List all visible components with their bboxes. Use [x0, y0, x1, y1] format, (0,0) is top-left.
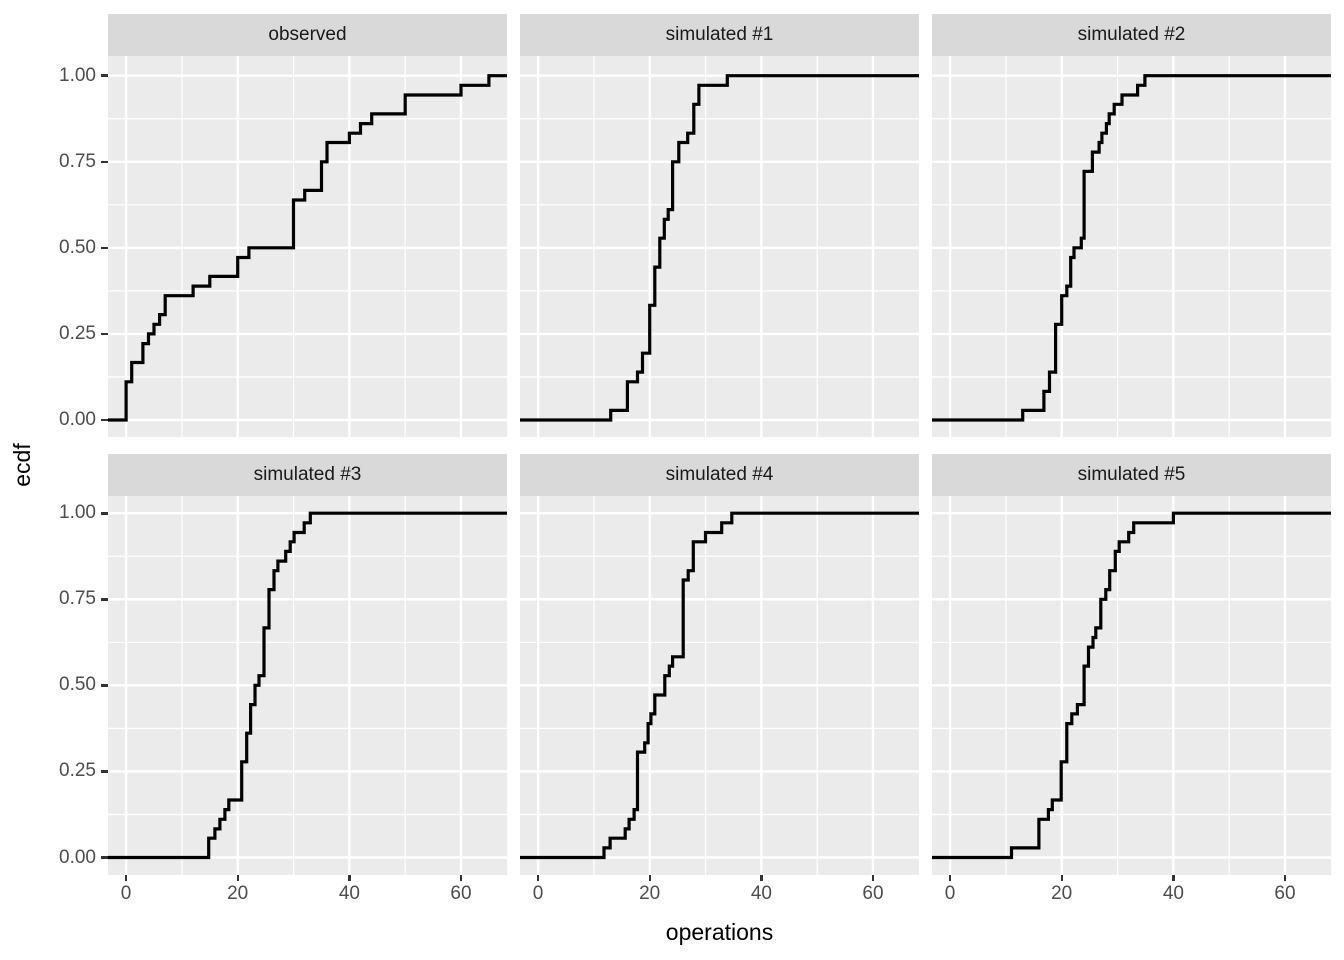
x-tick-mark: [648, 875, 651, 881]
y-tick-label: 0.25: [59, 760, 96, 782]
y-tick-label: 0.25: [59, 322, 96, 344]
y-tick-mark: [101, 512, 108, 515]
facet-panel: [108, 56, 507, 437]
x-tick-label: 60: [862, 883, 884, 904]
ecdf-plot-area: [108, 56, 507, 437]
x-tick-label: 40: [750, 883, 772, 904]
x-tick-label: 0: [120, 883, 132, 904]
y-tick-mark: [101, 160, 108, 163]
y-tick-label: 0.75: [59, 150, 96, 172]
x-tick-mark: [948, 875, 952, 881]
y-tick-label: 0.50: [59, 674, 96, 696]
ecdf-step-line: [108, 74, 507, 422]
x-tick-mark: [1283, 875, 1287, 881]
x-tick-mark: [760, 875, 763, 881]
y-tick-mark: [101, 684, 108, 687]
x-tick-label: 40: [338, 883, 360, 904]
y-tick-mark: [101, 332, 108, 336]
facet-title: simulated #5: [1077, 464, 1186, 485]
facet-strip: simulated #5: [932, 454, 1331, 496]
x-tick-label: 20: [227, 883, 249, 904]
facet-panel: [932, 496, 1331, 875]
y-tick-mark: [101, 74, 108, 77]
y-tick-label: 1.00: [59, 64, 96, 86]
ecdf-step-line: [932, 511, 1331, 860]
y-tick-label: 0.75: [59, 588, 96, 610]
x-tick-label: 20: [1051, 883, 1073, 904]
y-axis-title: ecdf: [9, 443, 35, 487]
x-axis-title: operations: [665, 919, 774, 945]
y-tick-label: 1.00: [59, 502, 96, 524]
y-tick-mark: [101, 770, 108, 773]
x-tick-mark: [536, 875, 540, 881]
x-tick-mark: [236, 875, 239, 881]
ecdf-step-line: [520, 74, 919, 422]
x-tick-mark: [1172, 875, 1175, 881]
y-tick-mark: [101, 246, 108, 250]
x-tick-label: 20: [639, 883, 661, 904]
y-tick-label: 0.00: [59, 409, 96, 430]
x-tick-label: 60: [1274, 883, 1296, 904]
x-tick-label: 0: [532, 883, 544, 904]
ecdf-plot-area: [520, 496, 919, 875]
x-tick-mark: [124, 875, 128, 881]
facet-panel: [932, 56, 1331, 437]
x-tick-label: 0: [944, 883, 956, 904]
x-tick-mark: [1060, 875, 1063, 881]
facet-panel: [520, 496, 919, 875]
y-tick-mark: [101, 856, 108, 859]
facet-panel: [520, 56, 919, 437]
ecdf-plot-area: [932, 496, 1331, 875]
facet-panel: [108, 496, 507, 875]
y-tick-label: 0.50: [59, 236, 96, 258]
facet-strip: simulated #3: [108, 454, 507, 496]
facet-title: observed: [268, 24, 347, 45]
facet-title: simulated #4: [665, 464, 774, 485]
x-tick-mark: [348, 875, 351, 881]
facet-title: simulated #1: [665, 24, 774, 45]
x-tick-mark: [459, 875, 463, 881]
facet-strip: observed: [108, 14, 507, 56]
facet-title: simulated #3: [253, 464, 362, 485]
facet-title: simulated #2: [1077, 24, 1186, 45]
ecdf-step-line: [520, 511, 919, 860]
ecdf-plot-area: [108, 496, 507, 875]
y-tick-label: 0.00: [59, 846, 96, 868]
ecdf-step-line: [932, 74, 1331, 422]
x-tick-label: 40: [1162, 883, 1184, 904]
y-tick-mark: [101, 418, 108, 422]
x-tick-mark: [871, 875, 875, 881]
ecdf-step-line: [108, 511, 507, 860]
y-tick-mark: [101, 598, 108, 601]
ecdf-plot-area: [932, 56, 1331, 437]
x-tick-label: 60: [450, 883, 472, 904]
facet-strip: simulated #1: [520, 14, 919, 56]
ecdf-plot-area: [520, 56, 919, 437]
facet-strip: simulated #2: [932, 14, 1331, 56]
facet-strip: simulated #4: [520, 454, 919, 496]
